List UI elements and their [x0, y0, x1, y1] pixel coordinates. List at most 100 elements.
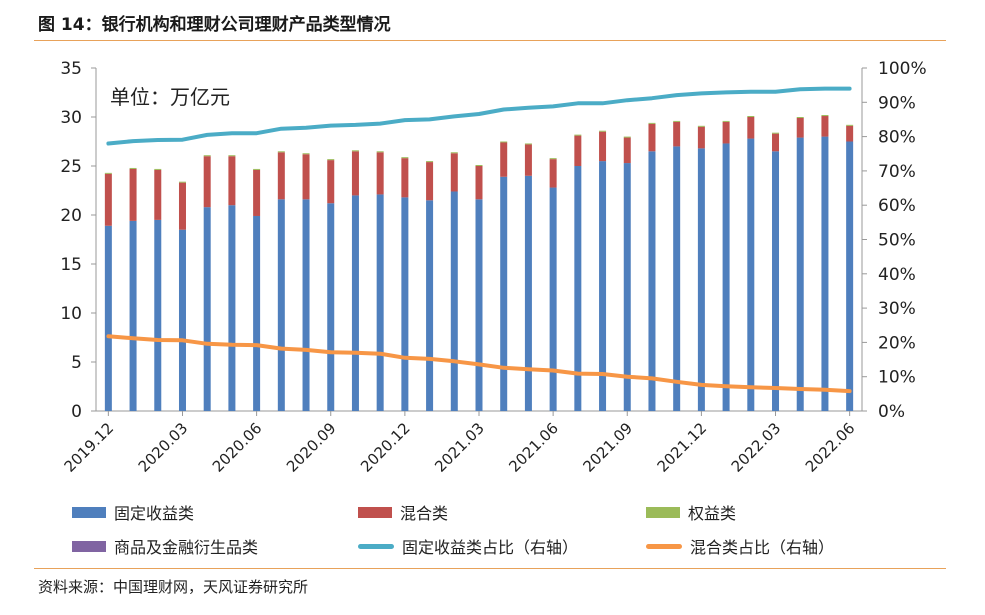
- right-tick-label: 50%: [878, 231, 916, 251]
- bar-segment-equity: [450, 152, 458, 154]
- x-tick-label: 2020.06: [209, 419, 266, 476]
- legend-item-fixed-income: 固定收益类: [72, 500, 194, 524]
- bar-segment-fixed-income: [426, 200, 434, 411]
- right-tick-label: 0%: [878, 402, 905, 422]
- bar-segment-fixed-income: [376, 194, 384, 411]
- bar-segment-fixed-income: [796, 137, 804, 411]
- left-tick-label: 10: [60, 304, 82, 324]
- bar-segment-mixed: [599, 131, 607, 162]
- left-tick-label: 30: [60, 108, 82, 128]
- bar-segment-fixed-income: [549, 187, 557, 411]
- line-mixed-share: [106, 334, 852, 394]
- bar-segment-mixed: [178, 182, 186, 230]
- bar-segment-equity: [253, 168, 261, 170]
- stacked-bar-line-chart: 0 5 10 15 20 25 30 35 0% 10% 20% 30% 40% 50% 60% 70% 80%…: [60, 59, 926, 476]
- bar-segment-mixed: [154, 169, 162, 220]
- bar-segment-mixed: [747, 117, 755, 139]
- legend-label: 商品及金融衍生品类: [114, 538, 259, 557]
- x-tick-label: 2020.09: [283, 419, 340, 476]
- bar-segment-equity: [697, 125, 705, 127]
- bar-segment-fixed-income: [450, 191, 458, 411]
- bar-segment-mixed: [821, 116, 829, 137]
- legend-label: 混合类占比（右轴）: [690, 538, 835, 557]
- x-tick-label: 2022.06: [802, 419, 859, 476]
- bar-segment-fixed-income: [154, 219, 162, 411]
- bar-segment-equity: [772, 132, 780, 134]
- bar-segment-mixed: [648, 123, 656, 152]
- bar-segment-mixed: [574, 135, 582, 166]
- legend-item-fixed-income-share: 固定收益类占比（右轴）: [358, 534, 578, 558]
- left-tick-label: 35: [60, 59, 82, 79]
- chart-bars: [104, 115, 854, 412]
- legend-label: 混合类: [400, 504, 449, 523]
- bar-segment-mixed: [450, 153, 458, 192]
- legend-swatch-mixed: [358, 506, 392, 518]
- bar-segment-equity: [599, 130, 607, 132]
- left-tick-label: 0: [71, 402, 82, 422]
- bar-segment-equity: [178, 181, 186, 183]
- right-tick-label: 10%: [878, 368, 916, 388]
- bar-segment-mixed: [104, 173, 112, 226]
- footer-divider: [34, 568, 946, 569]
- bar-segment-fixed-income: [327, 203, 335, 411]
- bar-segment-equity: [623, 136, 631, 138]
- x-tick-label: 2021.06: [505, 419, 562, 476]
- bar-segment-fixed-income: [722, 143, 730, 411]
- bar-segment-mixed: [722, 121, 730, 144]
- bar-segment-mixed: [500, 142, 508, 177]
- line-fixed-income-share: [106, 86, 852, 146]
- legend-label: 固定收益类: [114, 504, 195, 523]
- title-divider: [34, 40, 946, 41]
- bar-segment-fixed-income: [228, 205, 236, 411]
- right-tick-label: 70%: [878, 162, 916, 182]
- bar-segment-equity: [796, 117, 804, 118]
- bar-segment-fixed-income: [747, 138, 755, 411]
- right-tick-label: 60%: [878, 196, 916, 216]
- legend-item-mixed-share: 混合类占比（右轴）: [646, 534, 834, 558]
- bar-segment-equity: [376, 151, 384, 153]
- bar-segment-mixed: [228, 156, 236, 206]
- bar-segment-equity: [426, 161, 434, 163]
- bar-segment-equity: [673, 120, 681, 122]
- bar-segment-equity: [524, 143, 532, 145]
- bar-segment-fixed-income: [129, 220, 137, 411]
- bar-segment-fixed-income: [697, 148, 705, 412]
- bar-segment-mixed: [846, 125, 854, 142]
- legend-label: 固定收益类占比（右轴）: [402, 538, 579, 557]
- chart-lines: [106, 86, 852, 394]
- legend-item-equity: 权益类: [646, 500, 736, 524]
- bar-segment-mixed: [524, 144, 532, 176]
- bar-segment-fixed-income: [401, 197, 409, 411]
- legend-item-mixed: 混合类: [358, 500, 448, 524]
- bar-segment-mixed: [697, 126, 705, 149]
- bar-segment-mixed: [351, 151, 359, 196]
- legend-swatch-commodity: [72, 540, 106, 552]
- bar-segment-fixed-income: [821, 136, 829, 411]
- bar-segment-equity: [475, 165, 483, 166]
- bar-segment-mixed: [623, 137, 631, 164]
- bar-segment-fixed-income: [846, 141, 854, 411]
- bar-segment-mixed: [376, 152, 384, 195]
- bar-segment-mixed: [327, 160, 335, 204]
- x-tick-label: 2020.03: [135, 419, 192, 476]
- bar-segment-fixed-income: [673, 146, 681, 411]
- right-tick-label: 30%: [878, 299, 916, 319]
- bar-segment-fixed-income: [351, 195, 359, 411]
- bar-segment-fixed-income: [648, 151, 656, 412]
- left-tick-label: 20: [60, 206, 82, 226]
- legend-swatch-equity: [646, 506, 680, 518]
- bar-segment-mixed: [796, 117, 804, 138]
- bar-segment-equity: [327, 159, 335, 161]
- figure-title: 图 14：银行机构和理财公司理财产品类型情况: [38, 15, 391, 35]
- chart-legend: 固定收益类 混合类 权益类 商品及金融衍生品类 固定收益类占比（右轴） 混合类占…: [72, 498, 952, 568]
- right-tick-label: 100%: [878, 59, 927, 79]
- bar-segment-fixed-income: [277, 199, 285, 411]
- bar-segment-mixed: [203, 156, 211, 208]
- bar-segment-equity: [574, 134, 582, 136]
- bar-segment-equity: [747, 116, 755, 117]
- bar-segment-equity: [302, 153, 310, 155]
- bar-segment-mixed: [772, 133, 780, 152]
- legend-label: 权益类: [688, 504, 737, 523]
- chart-axes: 0 5 10 15 20 25 30 35 0% 10% 20% 30% 40% 50% 60% 70% 80%…: [60, 59, 926, 476]
- bar-segment-mixed: [129, 168, 137, 221]
